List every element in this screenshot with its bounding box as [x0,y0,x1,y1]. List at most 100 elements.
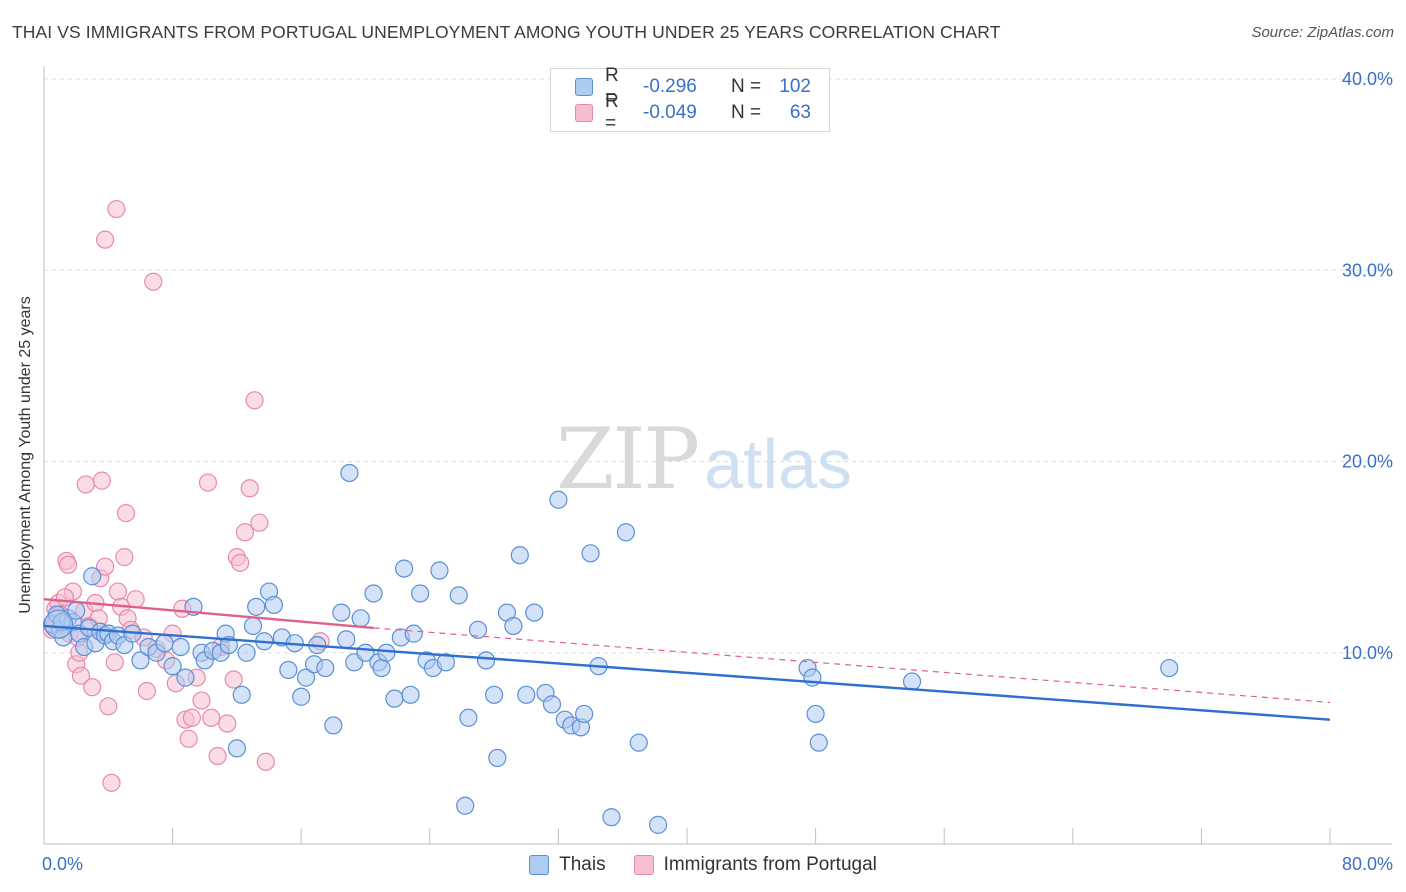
portugal-point [92,471,111,490]
thais-point [1160,658,1179,678]
portugal-point [235,523,255,542]
thais-point [232,685,251,704]
portugal-point [218,714,237,733]
thais-point [468,620,488,639]
thais-point [351,609,370,628]
portugal-point [137,681,156,701]
thais-point [485,685,504,704]
thais-point [227,739,246,758]
thais-point [575,704,594,724]
legend-r-value: -0.296 [643,76,697,97]
thais-point [648,815,668,834]
thais-series [42,463,1179,834]
portugal-point [198,473,218,492]
portugal-trend-line [43,598,374,630]
legend-n-label: N = [731,76,762,97]
legend-swatch-portugal [575,104,593,122]
portugal-point [256,752,275,771]
thais-point [902,672,922,691]
thais-point [296,668,316,687]
thais-point [549,490,568,509]
legend-row-thais: R = -0.296 N = 102 [551,65,811,108]
thais-point [411,584,430,603]
legend-label-thais: Thais [559,854,606,875]
legend-swatch-portugal [633,855,654,875]
x-tick-label: 0.0% [42,854,83,874]
thais-point [324,716,343,735]
thais-point [430,561,449,580]
thais-point [510,546,529,565]
thais-point [279,660,298,680]
thais-point [372,658,391,678]
thais-point [404,624,423,643]
thais-point [377,643,396,662]
thais-point [385,689,404,708]
portugal-point [240,479,259,498]
thais-point [459,708,478,727]
legend-label-portugal: Immigrants from Portugal [663,854,877,875]
legend-r-value: -0.049 [643,102,697,123]
portugal-series [42,199,330,792]
thais-point [517,685,536,704]
thais-point [43,609,74,639]
legend-item-thais[interactable]: Thais [529,854,606,876]
thais-point [488,748,507,768]
thais-point [292,687,311,706]
x-tick-label: 80.0% [1342,854,1393,874]
thais-point [316,658,335,678]
portugal-point [95,230,115,249]
portugal-trend-extension [373,627,1331,704]
thais-point [337,630,356,649]
legend-n-label: N = [731,102,762,123]
legend-r-label: R = [605,91,619,134]
thais-point [83,567,102,586]
legend-row-portugal: R = -0.049 N = 63 [551,91,811,134]
thais-point [131,651,150,670]
thais-point [616,523,636,542]
legend-item-portugal[interactable]: Immigrants from Portugal [633,854,877,876]
portugal-point [105,653,124,672]
portugal-point [115,548,134,567]
thais-point [340,463,359,483]
thais-point [504,616,523,636]
y-tick-label: 40.0% [1342,69,1393,89]
y-tick-label: 10.0% [1342,643,1393,663]
series-legend: Thais Immigrants from Portugal [0,852,1406,878]
thais-point [247,597,266,616]
portugal-point [250,513,269,532]
source-label: Source: ZipAtlas.com [1251,24,1394,41]
chart-title: THAI VS IMMIGRANTS FROM PORTUGAL UNEMPLO… [12,22,1001,42]
portugal-point [99,697,118,716]
portugal-point [55,588,74,607]
thais-point [163,657,182,676]
thais-point [809,733,828,752]
portugal-point [71,666,91,685]
legend-swatch-thais [529,855,550,875]
thais-point [237,643,256,662]
thais-point [176,668,195,687]
portugal-point [102,773,121,792]
portugal-point [208,746,227,766]
portugal-point [202,708,221,727]
thais-point [476,651,496,670]
portugal-point [59,555,78,574]
portugal-point [182,708,201,727]
portugal-point [245,391,264,410]
thais-point [436,653,455,672]
thais-point [525,603,544,622]
legend-n-value: 102 [779,76,811,97]
legend-n-value: 63 [789,102,811,123]
portugal-point [76,475,95,494]
thais-point [243,616,263,636]
thais-point [332,603,351,622]
legend-swatch-thais [575,78,593,96]
thais-point [456,796,475,815]
thais-trend-line [43,624,1331,721]
thais-point [629,733,648,752]
thais-point [602,808,621,827]
portugal-point [108,582,128,601]
portugal-point [179,729,198,748]
portugal-point [116,504,136,523]
y-tick-label: 20.0% [1342,452,1393,472]
